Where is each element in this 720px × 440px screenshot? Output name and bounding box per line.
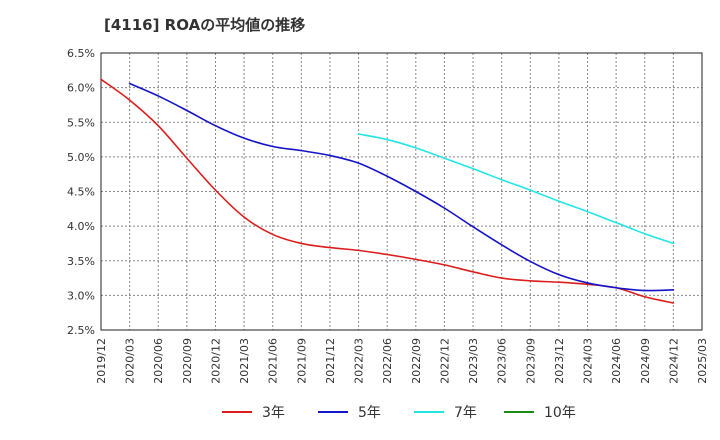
legend-label-3: 10年	[544, 405, 576, 421]
x-axis-ticks: 2019/12 2020/03 2020/06 2020/09 2020/12 2021/…	[95, 338, 709, 384]
y-tick-label: 6.0%	[67, 82, 95, 95]
y-tick-label: 3.0%	[67, 289, 95, 302]
x-tick-label: 2022/03	[353, 338, 366, 384]
series-lines	[100, 78, 675, 304]
x-tick-label: 2021/09	[295, 338, 308, 384]
x-tick-label: 2019/12	[95, 338, 108, 384]
x-tick-label: 2022/12	[438, 338, 451, 384]
x-tick-label: 2024/03	[582, 338, 595, 384]
x-tick-label: 2023/12	[553, 338, 566, 384]
plot-area	[100, 52, 703, 331]
y-tick-label: 5.5%	[67, 116, 95, 129]
legend: 3年 5年 7年 10年	[222, 405, 576, 421]
x-tick-label: 2024/09	[639, 338, 652, 384]
y-tick-label: 5.0%	[67, 151, 95, 164]
x-tick-label: 2023/03	[467, 338, 480, 384]
y-axis-ticks: 6.5% 6.0% 5.5% 5.0% 4.5% 4.0% 3.5% 3.0% 2.5%	[67, 47, 95, 337]
x-tick-label: 2024/06	[610, 338, 623, 384]
legend-label-2: 7年	[454, 405, 477, 421]
x-tick-label: 2024/12	[667, 338, 680, 384]
x-tick-label: 2023/09	[524, 338, 537, 384]
y-tick-label: 4.5%	[67, 186, 95, 199]
x-tick-label: 2022/06	[381, 338, 394, 384]
x-tick-label: 2021/03	[238, 338, 251, 384]
x-tick-label: 2020/12	[209, 338, 222, 384]
grid-lines	[101, 53, 702, 330]
y-tick-label: 2.5%	[67, 324, 95, 337]
x-tick-label: 2021/06	[267, 338, 280, 384]
x-tick-label: 2025/03	[696, 338, 709, 384]
x-tick-label: 2020/06	[152, 338, 165, 384]
series-line-0	[100, 78, 675, 304]
chart-title: [4116] ROAの平均値の推移	[104, 16, 305, 34]
legend-label-0: 3年	[262, 405, 285, 421]
x-tick-label: 2020/09	[181, 338, 194, 384]
x-tick-label: 2020/03	[124, 338, 137, 384]
series-line-2	[357, 133, 675, 245]
y-tick-label: 4.0%	[67, 220, 95, 233]
x-tick-label: 2021/12	[324, 338, 337, 384]
legend-label-1: 5年	[358, 405, 381, 421]
series-line-1	[128, 82, 675, 292]
x-tick-label: 2022/09	[410, 338, 423, 384]
y-tick-label: 3.5%	[67, 255, 95, 268]
y-tick-label: 6.5%	[67, 47, 95, 60]
x-tick-label: 2023/06	[496, 338, 509, 384]
